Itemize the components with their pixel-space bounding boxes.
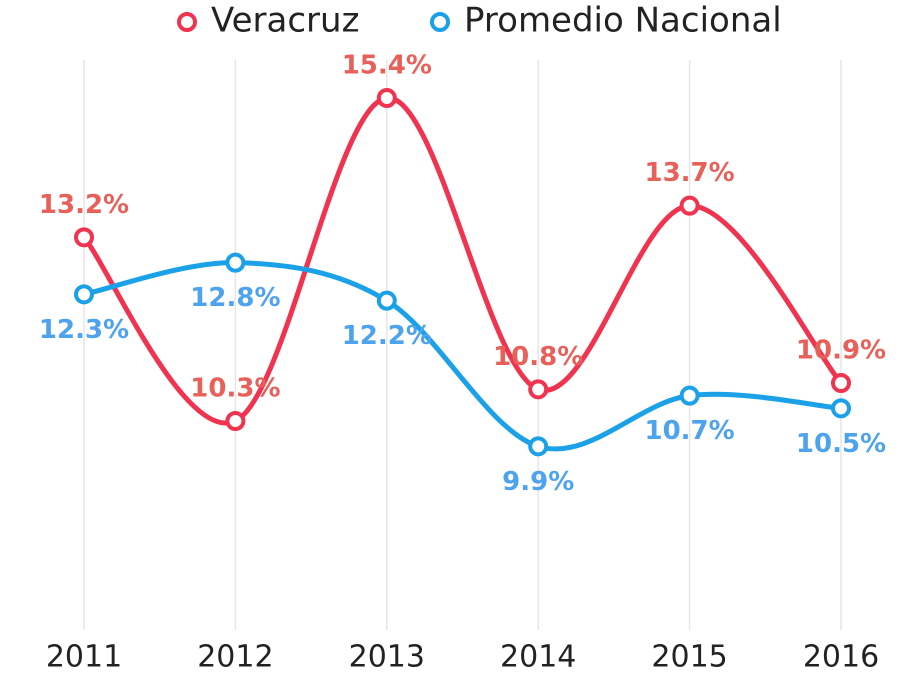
data-label: 10.5%: [796, 429, 886, 459]
x-tick-label: 2011: [46, 640, 122, 675]
data-label: 12.3%: [39, 315, 129, 345]
point: [74, 227, 94, 248]
data-label: 13.7%: [644, 158, 734, 188]
point: [74, 284, 94, 305]
legend-marker: [177, 12, 197, 32]
point: [679, 195, 700, 216]
point: [831, 398, 851, 419]
data-label: 12.2%: [342, 321, 432, 351]
legend-label: Veracruz: [211, 1, 359, 41]
data-label: 13.2%: [39, 190, 129, 220]
data-label: 15.4%: [342, 51, 432, 81]
legend-label: Promedio Nacional: [464, 1, 782, 41]
point: [225, 411, 246, 431]
point: [528, 379, 549, 400]
x-tick-label: 2013: [349, 640, 425, 675]
point: [831, 373, 851, 393]
x-tick-label: 2012: [197, 640, 273, 675]
data-label: 10.8%: [493, 342, 583, 372]
point: [679, 385, 700, 406]
point: [376, 290, 397, 311]
point: [376, 88, 397, 108]
data-label: 10.3%: [190, 374, 280, 404]
x-tick-label: 2014: [500, 640, 576, 675]
point: [528, 436, 549, 457]
x-tick-label: 2016: [803, 640, 879, 675]
data-label: 10.9%: [796, 336, 886, 366]
data-label: 12.8%: [190, 283, 280, 313]
data-label: 9.9%: [502, 467, 574, 497]
x-tick-label: 2015: [651, 640, 727, 675]
series-line: [83, 260, 842, 452]
point: [225, 252, 246, 273]
legend-marker: [430, 12, 450, 32]
data-label: 10.7%: [644, 416, 734, 446]
